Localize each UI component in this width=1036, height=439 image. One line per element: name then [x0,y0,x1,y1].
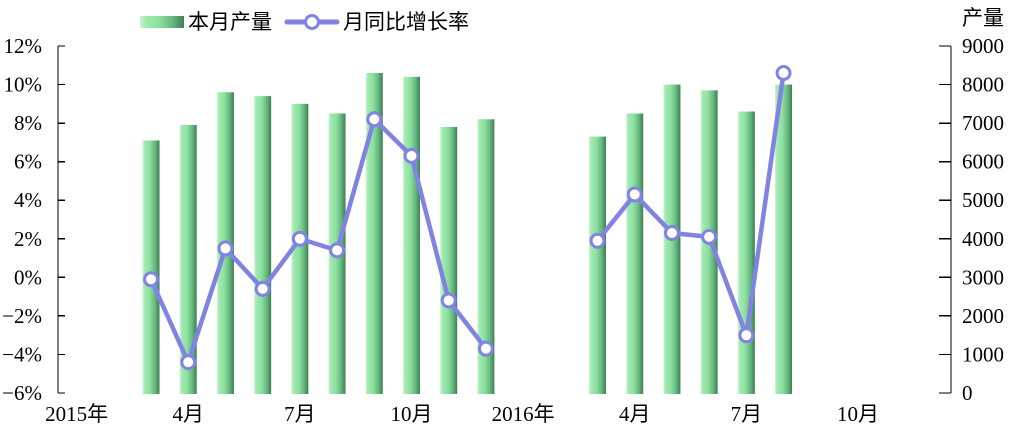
left-axis-tick-label: −6% [2,381,42,405]
legend-item-production: 本月产量 [140,10,272,34]
bar-month-production [775,84,793,395]
growth-rate-marker [254,280,271,297]
bar-month-production [589,136,607,394]
growth-rate-marker [217,240,234,257]
x-axis-tick-label: 2015年 [45,402,108,426]
x-axis-tick-label: 10月 [837,402,879,426]
right-axis-tick-label: 1000 [962,342,1004,366]
x-axis-tick-label: 4月 [619,402,651,426]
growth-rate-marker [366,111,383,128]
legend-label-production: 本月产量 [188,10,272,34]
bar-month-production [402,76,420,394]
growth-rate-marker [180,354,197,371]
legend-item-growth-rate: 月同比增长率 [284,10,469,34]
growth-rate-marker [143,271,160,288]
bar-month-production [254,96,272,394]
right-axis-tick-label: 3000 [962,265,1004,289]
left-axis-tick-label: 12% [4,34,43,58]
growth-rate-marker [403,147,420,164]
right-axis-tick-label: 5000 [962,188,1004,212]
legend-label-growth-rate: 月同比增长率 [343,10,469,34]
growth-rate-marker [440,292,457,309]
right-axis-tick-labels: 9000 8000 7000 6000 5000 4000 3000 2000 1000 0 [962,34,1004,405]
left-axis-tick-label: 0% [14,265,42,289]
left-axis-tick-label: −4% [2,342,42,366]
growth-rate-marker [738,327,755,344]
left-axis-tick-label: 8% [14,111,42,135]
legend: 本月产量 月同比增长率 [140,10,469,34]
growth-rate-marker [626,186,643,203]
x-axis-tick-label: 7月 [731,402,763,426]
x-axis-tick-label: 2016年 [492,402,555,426]
right-axis-title: 产量 [962,6,1004,30]
legend-marker-icon [304,14,320,30]
bar-month-production [737,111,755,395]
growth-rate-marker [291,230,308,247]
growth-rate-line-series [143,64,792,371]
growth-rate-line [148,117,489,365]
x-axis-tick-label: 10月 [390,402,432,426]
right-axis-tick-label: 9000 [962,34,1004,58]
bar-month-production [365,72,383,394]
left-axis-tick-labels: 12% 10% 8% 6% 4% 2% 0% −2% −4% −6% [2,34,42,405]
x-axis-tick-labels: 2015年 4月 7月 10月 2016年 4月 7月 10月 [45,402,879,426]
left-axis [57,45,65,394]
growth-rate-marker [701,228,718,245]
right-axis-tick-label: 4000 [962,227,1004,251]
x-axis-tick-label: 7月 [284,402,316,426]
right-axis [939,45,952,394]
bar-month-production [179,125,197,395]
left-axis-tick-label: 10% [4,73,43,97]
bar-month-production [142,140,160,394]
growth-rate-marker [663,224,680,241]
growth-rate-marker [329,242,346,259]
growth-rate-marker [775,64,792,81]
growth-rate-marker [477,340,494,357]
legend-bar-swatch-icon [140,16,184,28]
x-axis-tick-label: 4月 [172,402,204,426]
bar-month-production [477,119,495,394]
bar-month-production [626,113,644,394]
left-axis-tick-label: 4% [14,188,42,212]
right-axis-tick-label: 7000 [962,111,1004,135]
growth-rate-line [595,70,786,338]
left-axis-tick-label: 6% [14,150,42,174]
right-axis-tick-label: 2000 [962,304,1004,328]
growth-rate-marker [589,232,606,249]
bar-month-production [291,103,309,394]
bar-month-production [440,126,458,394]
right-axis-tick-label: 0 [962,381,973,405]
right-axis-tick-label: 8000 [962,73,1004,97]
left-axis-tick-label: 2% [14,227,42,251]
right-axis-tick-label: 6000 [962,150,1004,174]
left-axis-tick-label: −2% [2,304,42,328]
